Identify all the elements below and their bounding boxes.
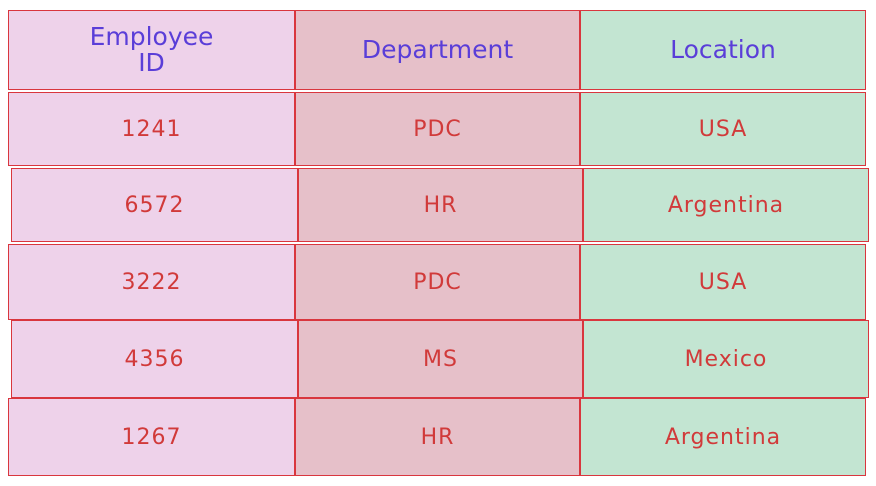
- cell-text: Location: [670, 35, 776, 64]
- cell-text: Department: [361, 35, 514, 64]
- data-cell: 1267: [8, 398, 295, 476]
- cell-text: USA: [698, 269, 748, 295]
- data-cell: PDC: [295, 244, 580, 320]
- data-cell: 1241: [8, 92, 295, 166]
- cell-text: HR: [423, 192, 458, 218]
- data-cell: MS: [298, 320, 583, 398]
- cell-text: Mexico: [684, 346, 768, 372]
- header-cell: Location: [580, 10, 866, 90]
- cell-text: 4356: [124, 346, 185, 372]
- cell-text: HR: [420, 424, 455, 450]
- data-cell: HR: [295, 398, 580, 476]
- data-cell: 6572: [11, 168, 298, 242]
- cell-text: 3222: [121, 269, 182, 295]
- data-cell: USA: [580, 244, 866, 320]
- cell-text: Employee ID: [89, 22, 214, 77]
- cell-text: 6572: [124, 192, 185, 218]
- cell-text: PDC: [413, 269, 462, 295]
- header-cell: Department: [295, 10, 580, 90]
- data-cell: 4356: [11, 320, 298, 398]
- data-cell: Argentina: [580, 398, 866, 476]
- data-cell: 3222: [8, 244, 295, 320]
- cell-text: PDC: [413, 116, 462, 142]
- cell-text: 1267: [121, 424, 182, 450]
- cell-text: 1241: [121, 116, 182, 142]
- data-cell: HR: [298, 168, 583, 242]
- cell-text: Argentina: [667, 192, 785, 218]
- cell-text: MS: [423, 346, 458, 372]
- data-cell: Mexico: [583, 320, 869, 398]
- cell-text: USA: [698, 116, 748, 142]
- data-cell: Argentina: [583, 168, 869, 242]
- cell-text: Argentina: [664, 424, 782, 450]
- header-cell: Employee ID: [8, 10, 295, 90]
- data-cell: USA: [580, 92, 866, 166]
- data-cell: PDC: [295, 92, 580, 166]
